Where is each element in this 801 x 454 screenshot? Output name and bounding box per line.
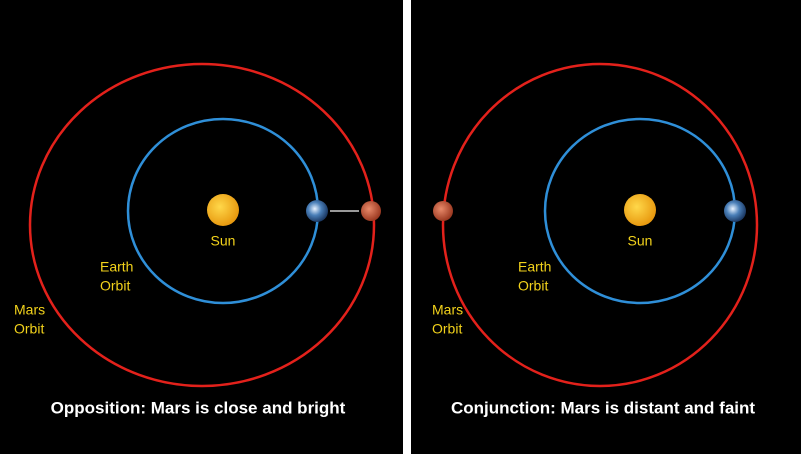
mars-orbit-label: Mars <box>432 302 463 318</box>
diagram: Sun Earth Mars Orbit Orbit Opposition: Mars i… <box>0 0 801 454</box>
caption: Conjunction: Mars is distant and faint <box>451 398 755 417</box>
divider <box>403 0 411 454</box>
mars-orbit-label: Orbit <box>14 321 44 337</box>
sun <box>624 194 656 226</box>
mars <box>433 201 453 221</box>
mars-orbit-label: Mars <box>14 302 45 318</box>
sun-label: Sun <box>211 233 236 249</box>
earth-orbit-label: Earth <box>518 259 551 275</box>
mars-orbit-label: Orbit <box>432 321 462 337</box>
earth-orbit-label: Orbit <box>518 278 548 294</box>
sun-label: Sun <box>628 233 653 249</box>
sun <box>207 194 239 226</box>
mars <box>361 201 381 221</box>
earth-orbit-label: Earth <box>100 259 133 275</box>
earth <box>306 200 328 222</box>
earth-orbit-label: Orbit <box>100 278 130 294</box>
caption: Opposition: Mars is close and bright <box>51 398 346 417</box>
earth <box>724 200 746 222</box>
